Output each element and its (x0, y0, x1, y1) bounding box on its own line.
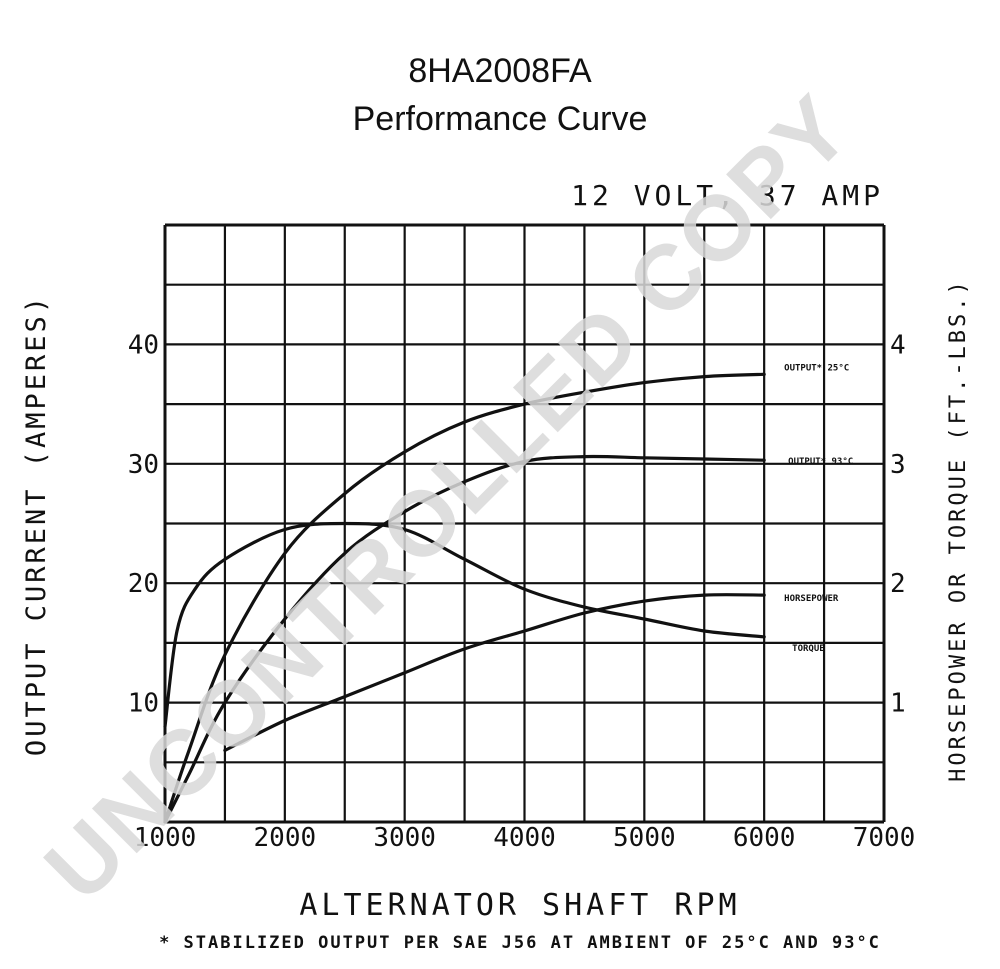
series-labels: OUTPUT* 25°C OUTPUT* 93°C HORSEPOWER TORQUE (784, 363, 853, 654)
y-left-tick-label: 40 (128, 330, 159, 360)
x-tick-label: 2000 (254, 823, 317, 853)
chart-labels: 12 VOLT, 37 AMP ALTERNATOR SHAFT RPM OUT… (21, 179, 971, 953)
x-tick-label: 1000 (134, 823, 197, 853)
x-tick-label: 4000 (493, 823, 556, 853)
y-axis-left-label: OUTPUT CURRENT (AMPERES) (21, 294, 52, 756)
y-left-tick-label: 20 (128, 569, 159, 599)
series-line (163, 372, 766, 824)
y-right-tick-label: 4 (890, 330, 906, 360)
y-right-tick-label: 1 (890, 689, 906, 719)
series-label: OUTPUT* 93°C (788, 457, 853, 467)
series-line (163, 521, 766, 729)
chart-rating-label: 12 VOLT, 37 AMP (571, 179, 884, 212)
y-right-tick-label: 3 (890, 450, 906, 480)
x-tick-label: 3000 (373, 823, 436, 853)
x-axis-label: ALTERNATOR SHAFT RPM (299, 888, 740, 923)
series-label: OUTPUT* 25°C (784, 363, 849, 373)
chart-tick-labels: 1000 2000 3000 4000 5000 6000 7000 10 20 30 40 1 2 3 4 (128, 330, 916, 853)
x-tick-label: 7000 (853, 823, 916, 853)
watermark: UNCONTROLLED COPY (26, 76, 870, 920)
y-left-tick-label: 30 (128, 450, 159, 480)
y-left-tick-label: 10 (128, 689, 159, 719)
series-line (223, 593, 766, 752)
y-axis-right-label: HORSEPOWER OR TORQUE (FT.-LBS.) (946, 278, 971, 782)
y-right-tick-label: 2 (890, 569, 906, 599)
chart-curves (163, 372, 766, 824)
chart-subtitle: Performance Curve (352, 100, 648, 138)
chart-model-title: 8HA2008FA (408, 52, 592, 90)
chart-grid (163, 223, 886, 824)
series-line (163, 454, 766, 824)
chart-footnote: * STABILIZED OUTPUT PER SAE J56 AT AMBIE… (159, 933, 881, 953)
series-label: TORQUE (792, 644, 825, 654)
x-tick-label: 6000 (733, 823, 796, 853)
x-tick-label: 5000 (613, 823, 676, 853)
series-label: HORSEPOWER (784, 594, 839, 604)
